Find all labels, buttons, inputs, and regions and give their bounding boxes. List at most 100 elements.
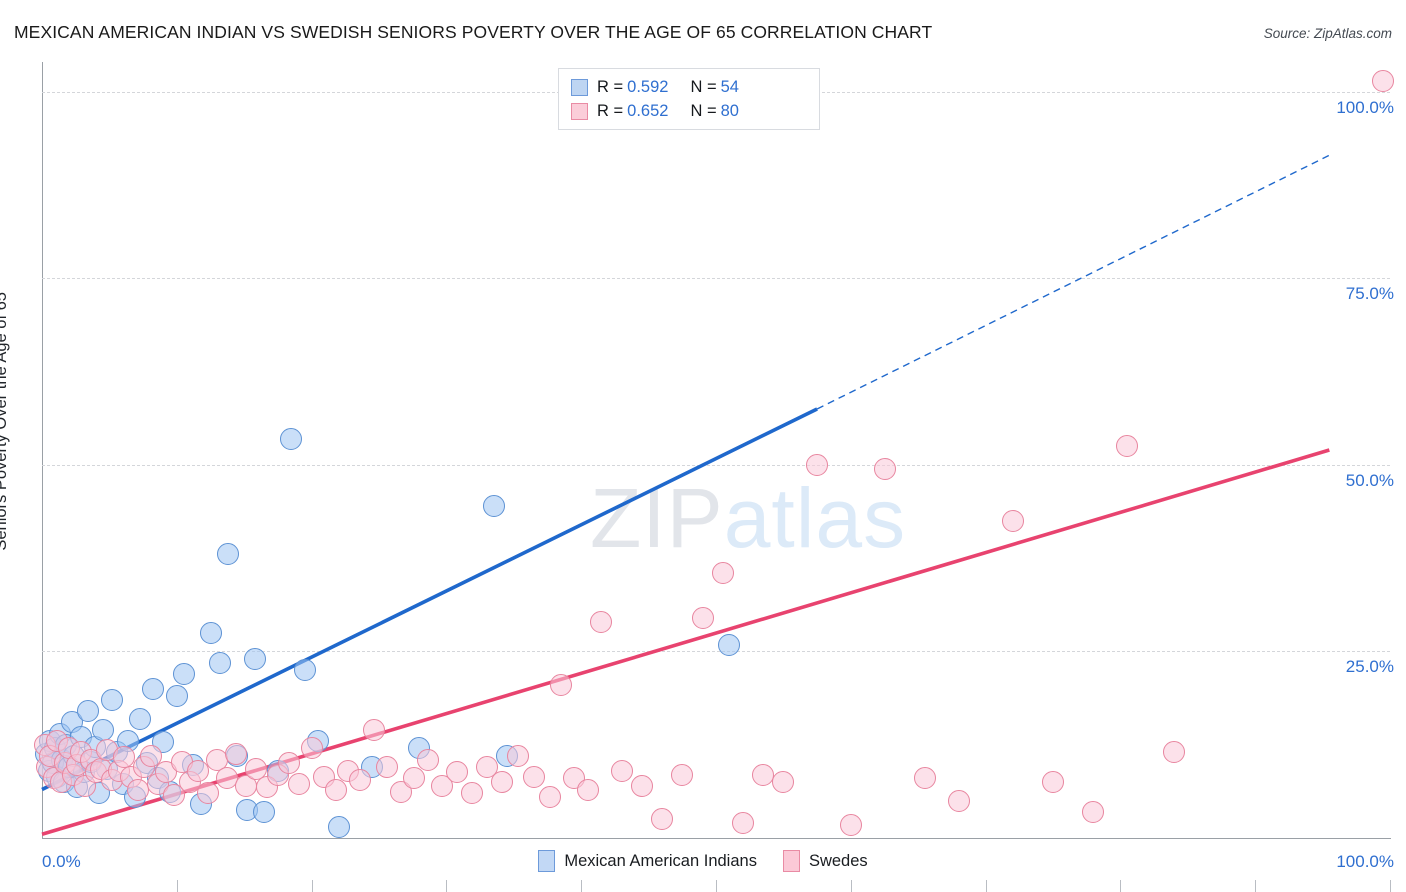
scatter-point — [208, 651, 231, 674]
scatter-point — [199, 621, 222, 644]
scatter-point — [1116, 435, 1139, 458]
scatter-point — [300, 737, 323, 760]
scatter-point — [539, 785, 562, 808]
source-attribution: Source: ZipAtlas.com — [1263, 26, 1392, 41]
r-label-pink: R = — [597, 101, 624, 120]
scatter-point — [91, 718, 114, 741]
gridline-25.0% — [42, 651, 1390, 653]
scatter-point — [187, 759, 210, 782]
gridline-50.0% — [42, 464, 1390, 466]
x-tick-90 — [1255, 880, 1257, 892]
x-tick-80 — [1120, 880, 1122, 892]
legend-item-swedes[interactable]: Swedes — [782, 850, 868, 872]
swatch-pink-icon — [571, 102, 588, 120]
scatter-point — [280, 427, 303, 450]
scatter-point — [431, 774, 454, 797]
scatter-point — [288, 773, 311, 796]
gridline-75.0% — [42, 278, 1390, 280]
scatter-point — [1163, 741, 1186, 764]
x-tick-40 — [581, 880, 583, 892]
scatter-point — [490, 771, 513, 794]
scatter-point — [362, 718, 385, 741]
scatter-point — [1001, 509, 1024, 532]
series-legend: Mexican American Indians Swedes — [0, 850, 1406, 872]
scatter-point — [549, 674, 572, 697]
n-value-blue: 54 — [720, 77, 739, 96]
scatter-point — [163, 783, 186, 806]
y-tick-label-25.0%: 25.0% — [1345, 657, 1394, 677]
scatter-point — [947, 789, 970, 812]
x-tick-20 — [311, 880, 313, 892]
stats-row-pink: R = 0.652 N = 80 — [571, 99, 809, 123]
scatter-point — [416, 748, 439, 771]
scatter-point — [873, 457, 896, 480]
x-axis-min-label: 0.0% — [42, 852, 81, 871]
scatter-point — [129, 707, 152, 730]
y-axis-title: Seniors Poverty Over the Age of 65 — [0, 292, 10, 551]
scatter-point — [752, 763, 775, 786]
scatter-point — [376, 756, 399, 779]
n-value-pink: 80 — [720, 101, 739, 120]
scatter-point — [243, 647, 266, 670]
scatter-point — [403, 767, 426, 790]
scatter-point — [1372, 69, 1395, 92]
scatter-point — [234, 774, 257, 797]
scatter-point — [731, 812, 754, 835]
legend-swatch-blue-icon — [538, 850, 556, 872]
scatter-point — [126, 778, 149, 801]
y-axis-line — [42, 62, 43, 839]
x-tick-50 — [716, 880, 717, 892]
scatter-point — [475, 756, 498, 779]
scatter-point — [711, 562, 734, 585]
y-tick-label-50.0%: 50.0% — [1345, 470, 1394, 490]
n-label-blue: N = — [690, 77, 717, 96]
scatter-point — [1042, 771, 1064, 794]
y-tick-label-100.0%: 100.0% — [1336, 97, 1394, 117]
x-axis-max-label: 100.0% — [1336, 852, 1394, 871]
scatter-point — [1082, 800, 1105, 823]
r-value-pink: 0.652 — [627, 101, 669, 120]
page-title: MEXICAN AMERICAN INDIAN VS SWEDISH SENIO… — [14, 22, 933, 42]
x-tick-60 — [850, 880, 852, 892]
scatter-point — [839, 813, 862, 836]
scatter-point — [327, 815, 350, 838]
scatter-point — [101, 688, 124, 711]
scatter-point — [245, 758, 268, 781]
scatter-point — [671, 763, 694, 786]
legend-label-swedes: Swedes — [808, 851, 868, 870]
r-label-blue: R = — [597, 77, 624, 96]
y-tick-label-75.0%: 75.0% — [1345, 284, 1394, 304]
x-tick-30 — [446, 880, 448, 892]
scatter-point — [165, 685, 188, 708]
trendlines — [41, 154, 1330, 836]
scatter-point — [913, 767, 936, 790]
scatter-point — [253, 800, 276, 823]
x-tick-10 — [176, 880, 178, 892]
x-axis-line — [42, 838, 1391, 839]
scatter-point — [446, 761, 469, 784]
legend-item-mexican-american-indians[interactable]: Mexican American Indians — [538, 850, 757, 872]
scatter-point — [523, 765, 546, 788]
scatter-point — [806, 453, 829, 476]
scatter-point — [461, 782, 483, 805]
legend-swatch-pink-icon — [782, 850, 800, 872]
scatter-point — [217, 543, 240, 566]
x-tick-70 — [985, 880, 987, 892]
scatter-point — [482, 494, 505, 517]
x-tick-100 — [1390, 880, 1391, 892]
scatter-point — [196, 782, 219, 805]
scatter-point — [651, 808, 674, 831]
r-value-blue: 0.592 — [627, 77, 669, 96]
scatter-point — [76, 700, 99, 723]
trendline-mexican-american-indians — [41, 407, 818, 792]
scatter-point — [140, 744, 163, 767]
scatter-point — [172, 662, 195, 685]
scatter-point — [349, 768, 372, 791]
scatter-point — [772, 771, 795, 794]
plot-area: ZIPatlas — [33, 62, 1395, 892]
scatter-point — [630, 774, 653, 797]
legend-label-mexican-american-indians: Mexican American Indians — [564, 851, 757, 870]
scatter-point — [506, 744, 529, 767]
scatter-point — [324, 778, 347, 801]
